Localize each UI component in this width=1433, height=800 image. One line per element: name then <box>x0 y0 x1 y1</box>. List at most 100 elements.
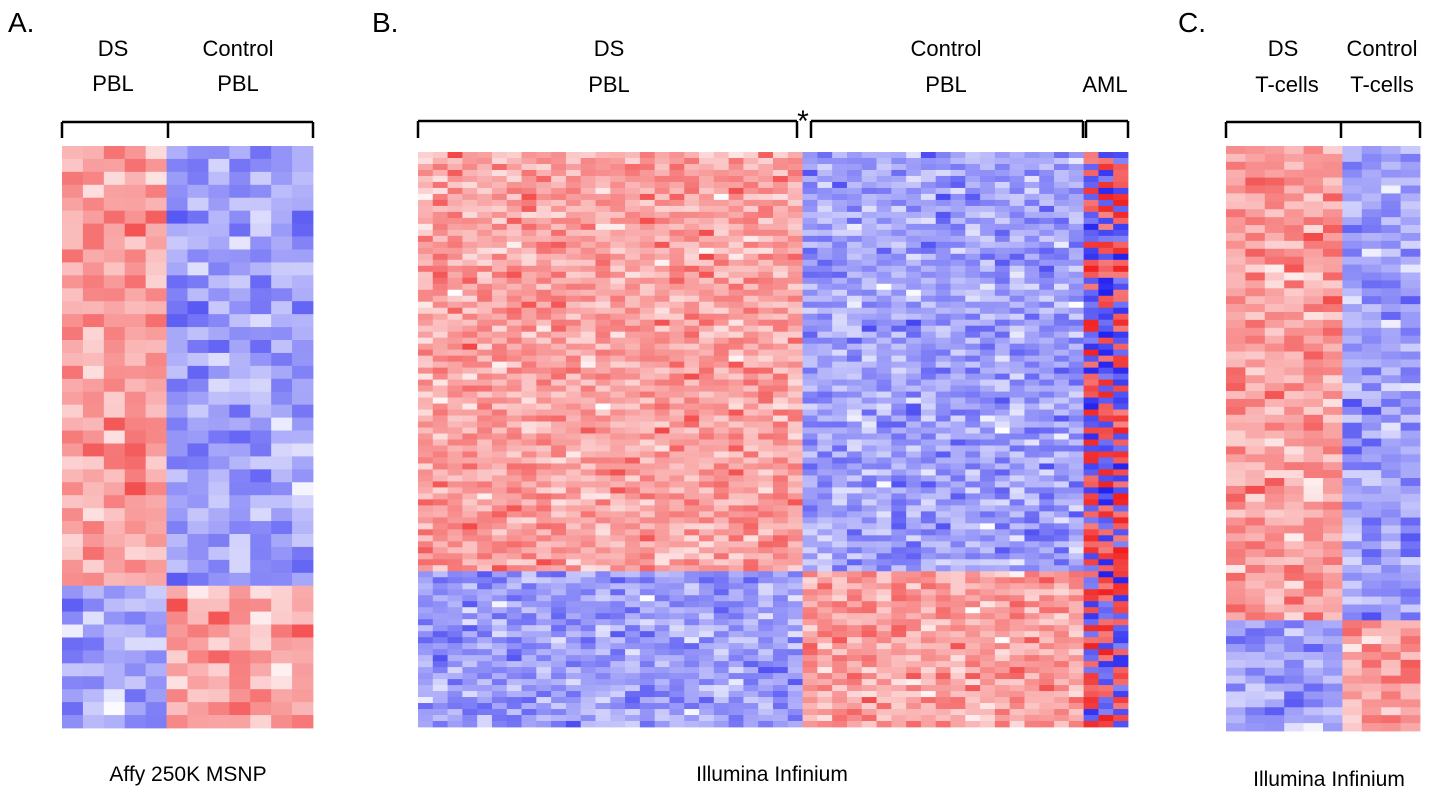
heatmap-cell <box>418 445 434 452</box>
heatmap-cell <box>832 571 848 578</box>
heatmap-cell <box>551 505 567 512</box>
heatmap-cell <box>669 637 685 644</box>
heatmap-cell <box>418 169 434 177</box>
heatmap-cell <box>773 547 789 554</box>
heatmap-cell <box>521 343 537 351</box>
heatmap-cell <box>271 702 293 716</box>
heatmap-cell <box>506 355 522 363</box>
heatmap-cell <box>965 595 981 602</box>
heatmap-cell <box>595 199 611 207</box>
heatmap-cell <box>491 607 508 614</box>
heatmap-cell <box>654 157 670 165</box>
heatmap-cell <box>906 361 922 369</box>
heatmap-cell <box>876 445 892 452</box>
heatmap-cell <box>728 235 744 243</box>
heatmap-cell <box>654 223 670 231</box>
heatmap-cell <box>773 235 789 243</box>
heatmap-cell <box>639 649 656 656</box>
heatmap-cell <box>595 607 611 614</box>
heatmap-cell <box>787 457 803 464</box>
heatmap-cell <box>491 613 508 620</box>
heatmap-cell <box>462 367 478 375</box>
heatmap-cell <box>639 421 656 428</box>
heatmap-cell <box>787 427 803 434</box>
heatmap-cell <box>462 403 478 410</box>
heatmap-cell <box>832 271 848 279</box>
heatmap-cell <box>1113 199 1129 207</box>
heatmap-cell <box>684 211 700 219</box>
heatmap-cell <box>743 355 759 363</box>
heatmap-cell <box>1024 379 1040 386</box>
heatmap-cell <box>477 505 493 512</box>
heatmap-cell <box>432 325 448 333</box>
heatmap-cell <box>876 355 892 363</box>
heatmap-cell <box>229 146 251 160</box>
heatmap-cell <box>802 553 818 560</box>
heatmap-cell <box>595 679 611 686</box>
heatmap-cell <box>920 571 937 578</box>
heatmap-cell <box>699 205 715 213</box>
heatmap-cell <box>1068 595 1085 602</box>
heatmap-cell <box>713 637 730 644</box>
heatmap-cell <box>906 229 922 237</box>
heatmap-cell <box>743 295 759 303</box>
heatmap-cell <box>773 619 789 626</box>
heatmap-cell <box>920 181 937 189</box>
heatmap-cell <box>124 624 147 638</box>
heatmap-cell <box>669 391 685 398</box>
heatmap-cell <box>994 523 1011 530</box>
heatmap-cell <box>713 211 730 219</box>
heatmap-cell <box>432 175 448 183</box>
heatmap-cell <box>610 601 626 608</box>
heatmap-cell <box>536 607 552 614</box>
heatmap-cell <box>758 421 774 428</box>
heatmap-cell <box>82 521 105 535</box>
heatmap-cell <box>103 689 126 703</box>
heatmap-cell <box>1009 271 1025 279</box>
heatmap-cell <box>124 417 147 431</box>
heatmap-cell <box>891 661 907 668</box>
heatmap-cell <box>292 210 314 224</box>
heatmap-cell <box>728 505 744 512</box>
heatmap-cell <box>580 607 596 614</box>
heatmap-cell <box>551 619 567 626</box>
heatmap-cell <box>1083 601 1099 608</box>
heatmap-cell <box>418 607 434 614</box>
heatmap-cell <box>654 643 670 650</box>
heatmap-cell <box>832 595 848 602</box>
heatmap-cell <box>935 169 951 177</box>
heatmap-cell <box>565 703 582 710</box>
heatmap-cell <box>891 385 907 392</box>
heatmap-cell <box>595 205 611 213</box>
heatmap-cell <box>935 685 951 692</box>
heatmap-cell <box>773 152 789 159</box>
heatmap-cell <box>208 663 230 677</box>
heatmap-cell <box>536 415 552 422</box>
heatmap-cell <box>743 691 759 698</box>
heatmap-cell <box>1068 385 1085 392</box>
heatmap-cell <box>1068 499 1085 506</box>
heatmap-cell <box>980 601 996 608</box>
heatmap-cell <box>82 430 105 444</box>
heatmap-cell <box>447 583 463 590</box>
heatmap-cell <box>447 265 463 273</box>
heatmap-cell <box>684 307 700 315</box>
heatmap-cell <box>950 655 966 662</box>
heatmap-cell <box>728 685 744 692</box>
heatmap-cell <box>787 355 803 363</box>
heatmap-cell <box>580 535 596 542</box>
heatmap-cell <box>506 217 522 225</box>
heatmap-cell <box>506 583 522 590</box>
heatmap-cell <box>1009 547 1025 554</box>
heatmap-cell <box>1083 343 1099 351</box>
heatmap-cell <box>536 451 552 458</box>
heatmap-cell <box>418 625 434 632</box>
heatmap-cell <box>551 211 567 219</box>
heatmap-cell <box>846 283 863 291</box>
heatmap-cell <box>787 547 803 554</box>
heatmap-cell <box>950 409 966 416</box>
panel-a-footer: Affy 250K MSNP <box>109 763 266 786</box>
heatmap-cell <box>758 157 774 165</box>
heatmap-cell <box>208 352 230 367</box>
heatmap-cell <box>625 361 641 369</box>
